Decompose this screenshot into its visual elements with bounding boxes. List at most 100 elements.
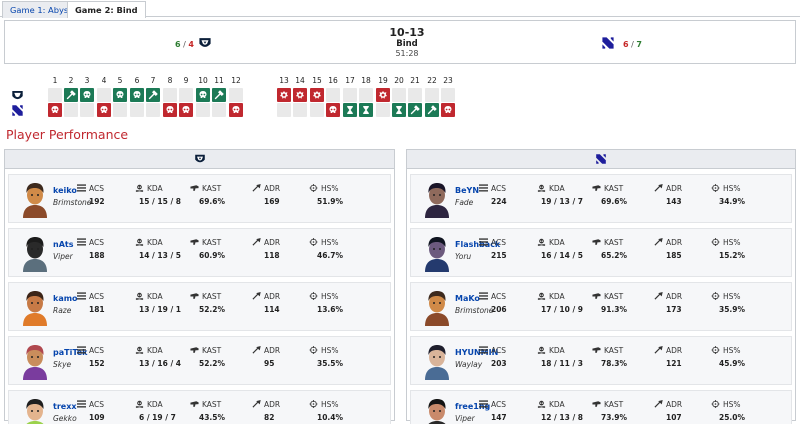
- stat-label: KAST: [592, 238, 652, 247]
- player-name[interactable]: paTiTek: [53, 348, 88, 357]
- stat-kda: KDA 15 / 15 / 8: [135, 184, 195, 206]
- stat-kast: KAST 65.2%: [592, 238, 652, 260]
- elimination-icon: [133, 91, 141, 98]
- stat-label: HS%: [309, 238, 369, 247]
- round-cell-empty: [212, 103, 226, 117]
- stat-acs: ACS 152: [77, 346, 137, 368]
- stat-label: KAST: [592, 400, 652, 409]
- stat-label-text: ACS: [89, 238, 104, 247]
- stat-adr: ADR 173: [654, 292, 714, 314]
- kda-icon: [537, 238, 546, 246]
- stat-label: ADR: [252, 184, 312, 193]
- stat-label: KAST: [190, 238, 250, 247]
- stat-label-text: HS%: [723, 238, 741, 247]
- stat-label: KAST: [190, 400, 250, 409]
- round-cell-right: [343, 103, 357, 117]
- round-cell-empty: [326, 88, 340, 102]
- stat-acs: ACS 192: [77, 184, 137, 206]
- player-name[interactable]: kamo: [53, 294, 78, 303]
- stat-label: KAST: [592, 184, 652, 193]
- team-panel-header: [407, 150, 795, 169]
- round-number: 17: [345, 76, 355, 85]
- round-cell-empty: [196, 103, 210, 117]
- player-name[interactable]: nAts: [53, 240, 74, 249]
- round-number: 21: [410, 76, 420, 85]
- round-cell-empty: [441, 88, 455, 102]
- stat-label-text: ACS: [491, 346, 506, 355]
- round-cell-right: [441, 103, 455, 117]
- kast-icon: [190, 401, 199, 407]
- stat-label-text: KAST: [202, 400, 222, 409]
- stat-value-kast: 65.2%: [601, 251, 628, 260]
- player-name[interactable]: HYUNMIN: [455, 348, 499, 357]
- stat-value-acs: 224: [491, 197, 507, 206]
- stat-label-text: HS%: [321, 292, 339, 301]
- team-liquid-logo-icon[interactable]: [198, 36, 212, 50]
- adr-icon: [252, 292, 261, 300]
- stat-adr: ADR 118: [252, 238, 312, 260]
- stat-label: KDA: [537, 400, 597, 409]
- player-name[interactable]: Flashback: [455, 240, 501, 249]
- stat-label: KDA: [135, 292, 195, 301]
- hs-icon: [309, 346, 318, 354]
- agent-portrait-icon: [425, 345, 449, 380]
- player-name[interactable]: trexx: [53, 402, 77, 411]
- agent-portrait-icon: [26, 399, 44, 424]
- round-cell-empty: [392, 88, 406, 102]
- round-number: 1: [52, 76, 58, 85]
- stat-label-text: ADR: [264, 346, 281, 355]
- stat-value-kda: 13 / 19 / 1: [139, 305, 182, 314]
- stat-label: KAST: [190, 184, 250, 193]
- acs-icon: [479, 184, 488, 192]
- tab-game-2[interactable]: Game 2: Bind: [67, 1, 146, 18]
- stat-kast: KAST 69.6%: [592, 184, 652, 206]
- acs-icon: [77, 292, 86, 300]
- kast-icon: [592, 293, 601, 299]
- stat-label-text: ADR: [666, 292, 683, 301]
- kda-icon: [537, 346, 546, 354]
- stat-value-kda: 12 / 13 / 8: [541, 413, 584, 422]
- round-cell-right: [229, 103, 243, 117]
- stat-hs: HS% 10.4%: [309, 400, 369, 422]
- stat-label: ACS: [479, 238, 539, 247]
- map-name: Bind: [396, 39, 418, 49]
- stat-label: HS%: [309, 184, 369, 193]
- player-row: BeYN Fade ACS 224 KDA 19 / 13 / 7 KAST 69.6% ADR…: [410, 174, 792, 223]
- adr-icon: [252, 238, 261, 246]
- stat-value-adr: 121: [666, 359, 682, 368]
- agent-portrait-icon: [23, 237, 47, 272]
- right-team-rounds-lost: 6: [623, 40, 629, 49]
- player-name[interactable]: keiko: [53, 186, 77, 195]
- player-name[interactable]: BeYN: [455, 186, 480, 195]
- stat-label-text: KDA: [147, 400, 163, 409]
- round-cell-empty: [48, 88, 62, 102]
- stat-adr: ADR 114: [252, 292, 312, 314]
- stat-kda: KDA 16 / 14 / 5: [537, 238, 597, 260]
- stat-label-text: KAST: [202, 184, 222, 193]
- opponent-team-logo-icon[interactable]: [601, 36, 615, 50]
- stat-value-adr: 118: [264, 251, 280, 260]
- adr-icon: [252, 184, 261, 192]
- stat-kda: KDA 13 / 19 / 1: [135, 292, 195, 314]
- team-liquid-logo-icon: [194, 154, 205, 163]
- player-name[interactable]: MaKo: [455, 294, 480, 303]
- hs-icon: [711, 292, 720, 300]
- stat-value-hs: 35.9%: [719, 305, 746, 314]
- stat-label: KDA: [135, 184, 195, 193]
- stat-label: HS%: [309, 346, 369, 355]
- stat-label: KAST: [190, 346, 250, 355]
- player-name[interactable]: free1ng: [455, 402, 491, 411]
- left-team-record: 6 / 4: [175, 40, 194, 49]
- elimination-icon: [100, 106, 108, 113]
- left-team-rounds-won: 6: [175, 40, 181, 49]
- stat-label-text: ADR: [264, 400, 281, 409]
- round-cell-empty: [343, 88, 357, 102]
- stat-label: ADR: [252, 346, 312, 355]
- stat-label-text: KDA: [147, 346, 163, 355]
- stat-kast: KAST 60.9%: [190, 238, 250, 260]
- timer-icon: [396, 106, 402, 114]
- stat-label: HS%: [711, 400, 771, 409]
- stat-kast: KAST 43.5%: [190, 400, 250, 422]
- agent-portrait-icon: [23, 291, 47, 326]
- player-agent: Viper: [53, 252, 73, 261]
